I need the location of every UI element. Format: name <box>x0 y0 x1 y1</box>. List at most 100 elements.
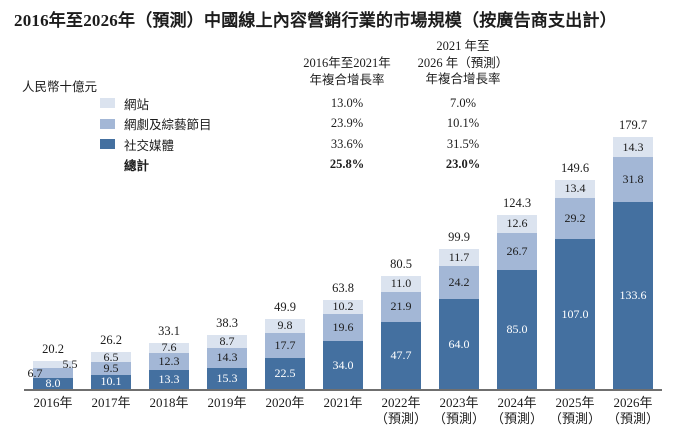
x-axis-tick-label: 2024年 （預測） <box>490 395 543 426</box>
bar-group: 99.9 11.7 24.2 64.0 <box>430 108 488 389</box>
x-axis-tick-label: 2026年 （預測） <box>606 395 659 426</box>
cagr-values-2021-2026: 7.0% 10.1% 31.5% 23.0% <box>398 93 528 175</box>
bar-group: 38.3 8.7 14.3 15.3 <box>198 108 256 389</box>
bar-segment-網站: 12.6 <box>497 215 537 233</box>
bar-total-label: 63.8 <box>332 280 354 295</box>
segment-value-label: 7.6 <box>161 340 177 355</box>
bar-total-label: 33.1 <box>158 323 180 338</box>
segment-value-label: 19.6 <box>332 320 354 335</box>
segment-value-label: 85.0 <box>506 322 528 336</box>
bar-segment-社交媒體: 85.0 <box>497 270 537 389</box>
segment-value-label: 34.0 <box>332 357 354 372</box>
legend: 網站 網劇及綜藝節目 社交媒體 總計 <box>100 93 212 175</box>
segment-value-label: 12.6 <box>506 216 528 231</box>
bar-segment-網劇及綜藝節目: 12.3 <box>149 353 189 371</box>
bar-segment-網站: 9.8 <box>265 318 305 333</box>
bar-segment-網劇及綜藝節目: 9.5 <box>91 360 131 375</box>
legend-item-socialmedia: 社交媒體 <box>100 134 212 155</box>
bar-segment-社交媒體: 107.0 <box>555 239 595 389</box>
bar-total-label: 149.6 <box>560 160 590 175</box>
bar-segment-社交媒體: 64.0 <box>439 299 479 389</box>
cagr-value: 10.1% <box>446 116 480 131</box>
x-axis-tick-label: 2017年 <box>91 395 131 410</box>
bar-total-label: 80.5 <box>390 257 412 272</box>
legend-label: 社交媒體 <box>124 138 175 153</box>
segment-value-label: 9.8 <box>277 318 293 333</box>
x-axis-tick-label: 2020年 <box>265 395 305 410</box>
bar-segment-網劇及綜藝節目: 17.7 <box>265 332 305 358</box>
segment-value-label: 14.3 <box>216 350 238 365</box>
bar-segment-網站: 7.6 <box>149 340 189 355</box>
legend-item-webdrama: 網劇及綜藝節目 <box>100 114 212 135</box>
segment-value-label: 10.2 <box>332 299 354 314</box>
segment-value-label: 13.4 <box>564 181 586 196</box>
bar-segment-網劇及綜藝節目: 29.2 <box>555 198 595 240</box>
bar-segment-社交媒體: 34.0 <box>323 341 363 389</box>
bar-segment-網站: 6.5 <box>91 350 131 364</box>
bar-total-label: 20.2 <box>42 341 64 356</box>
webdrama-swatch-icon <box>100 118 115 129</box>
legend-total-label: 總計 <box>124 159 150 174</box>
bar-group: 80.5 11.0 21.9 47.7 <box>372 108 430 389</box>
x-axis-tick-label: 2021年 <box>323 395 363 410</box>
x-axis-tick-label: 2025年 （預測） <box>548 395 601 426</box>
y-axis-unit-label: 人民幣十億元 <box>22 80 98 94</box>
cagr-value: 7.0% <box>449 95 477 110</box>
cagr-header-line: 2026 年（預測） <box>417 55 509 70</box>
x-axis-tick-label: 2018年 <box>149 395 189 410</box>
bar-total-label: 38.3 <box>216 316 238 331</box>
segment-value-label: 64.0 <box>448 336 470 351</box>
bar-group: 49.9 9.8 17.7 22.5 <box>256 108 314 389</box>
cagr-header-line: 2016年至2021年 <box>303 56 391 70</box>
bar-group: 20.2 5.5 6.7 8.0 <box>24 108 82 390</box>
bar-segment-社交媒體: 47.7 <box>381 322 421 389</box>
cagr-value: 13.0% <box>330 95 364 110</box>
segment-value-label: 12.3 <box>158 354 180 369</box>
cagr-value: 31.5% <box>446 136 480 151</box>
cagr-value: 33.6% <box>330 136 364 151</box>
x-axis-labels: 2016年 2017年 2018年 2019年 2020年 2021年 2022年 （預測） 2… <box>24 395 662 427</box>
bar-segment-社交媒體: 133.6 <box>613 201 653 389</box>
bar-total-label: 179.7 <box>618 118 648 133</box>
cagr-total-value: 25.8% <box>329 157 365 172</box>
segment-value-label: 31.8 <box>622 172 644 187</box>
segment-value-label: 6.7 <box>27 365 43 380</box>
legend-label: 網劇及綜藝節目 <box>124 118 212 133</box>
bar-total-label: 26.2 <box>100 333 122 348</box>
bar-total-label: 99.9 <box>448 230 470 245</box>
bar-segment-網站: 11.7 <box>439 249 479 266</box>
bar-segment-網劇及綜藝節目: 21.9 <box>381 291 421 323</box>
cagr-header-line: 2021 年至 <box>436 39 490 53</box>
segment-value-label: 22.5 <box>274 365 296 380</box>
segment-value-label: 8.7 <box>219 334 235 348</box>
bar-segment-網劇及綜藝節目: 14.3 <box>207 347 247 368</box>
bar-segment-網劇及綜藝節目: 31.8 <box>613 157 653 202</box>
segment-value-label: 26.7 <box>506 243 528 258</box>
bar-segment-網劇及綜藝節目: 24.2 <box>439 265 479 300</box>
bar-segment-網站: 10.2 <box>323 299 363 314</box>
segment-value-label: 17.7 <box>274 337 296 352</box>
bar-segment-網劇及綜藝節目: 6.7 <box>28 366 73 380</box>
cagr-total-value: 23.0% <box>445 157 481 172</box>
bar-segment-網劇及綜藝節目: 19.6 <box>323 313 363 342</box>
x-axis-tick-label: 2022年 （預測） <box>374 395 427 426</box>
segment-value-label: 8.0 <box>45 375 61 390</box>
socialmedia-swatch-icon <box>100 139 115 150</box>
bar-group: 179.7 14.3 31.8 133.6 <box>604 108 662 389</box>
website-swatch-icon <box>100 98 115 109</box>
x-axis-tick-label: 2019年 <box>207 395 247 410</box>
segment-value-label: 15.3 <box>216 370 238 385</box>
bar-group: 124.3 12.6 26.7 85.0 <box>488 108 546 389</box>
cagr-header-line: 年複合增長率 <box>309 72 385 87</box>
bar-segment-社交媒體: 15.3 <box>207 367 247 389</box>
segment-value-label: 29.2 <box>564 211 586 226</box>
segment-value-label: 47.7 <box>390 348 412 363</box>
segment-value-label: 11.7 <box>448 249 470 264</box>
x-axis-tick-label: 2016年 <box>33 395 73 410</box>
bar-group: 26.2 6.5 9.5 10.1 <box>82 108 140 389</box>
bar-segment-網劇及綜藝節目: 26.7 <box>497 232 537 270</box>
x-axis-tick-label: 2023年 （預測） <box>432 395 485 426</box>
chart-title: 2016年至2026年（預測）中國線上內容營銷行業的市場規模（按廣告商支出計） <box>14 11 617 30</box>
segment-value-label: 9.5 <box>103 360 119 375</box>
